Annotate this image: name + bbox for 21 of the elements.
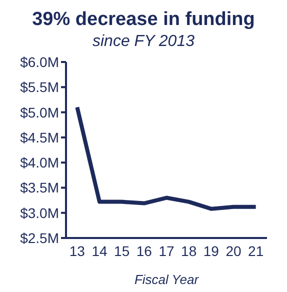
y-tick-label: $4.5M [20,129,59,146]
y-tick-label: $5.0M [20,104,59,120]
line-series [75,105,258,211]
x-tick-label: 18 [181,242,197,259]
y-tick-label: $6.0M [20,54,59,70]
chart-title: 39% decrease in funding [31,8,256,32]
x-axis-title: Fiscal Year [134,272,200,287]
x-tick-label: 16 [136,242,152,259]
y-tick-label: $5.5M [20,79,59,96]
x-tick-label: 14 [92,242,108,259]
y-tick-label: $4.0M [20,154,59,171]
y-tick-label: $3.0M [20,204,59,221]
chart-subtitle: since FY 2013 [92,32,196,52]
y-tick-label: $3.5M [20,180,59,196]
y-tick-label: $2.5M [20,230,59,246]
x-tick-label: 21 [248,242,264,259]
x-tick-label: 17 [158,242,174,259]
x-tick-label: 20 [226,242,242,259]
x-tick-label: 15 [114,242,130,259]
x-tick-label: 13 [69,242,86,259]
x-tick-label: 19 [203,242,220,259]
